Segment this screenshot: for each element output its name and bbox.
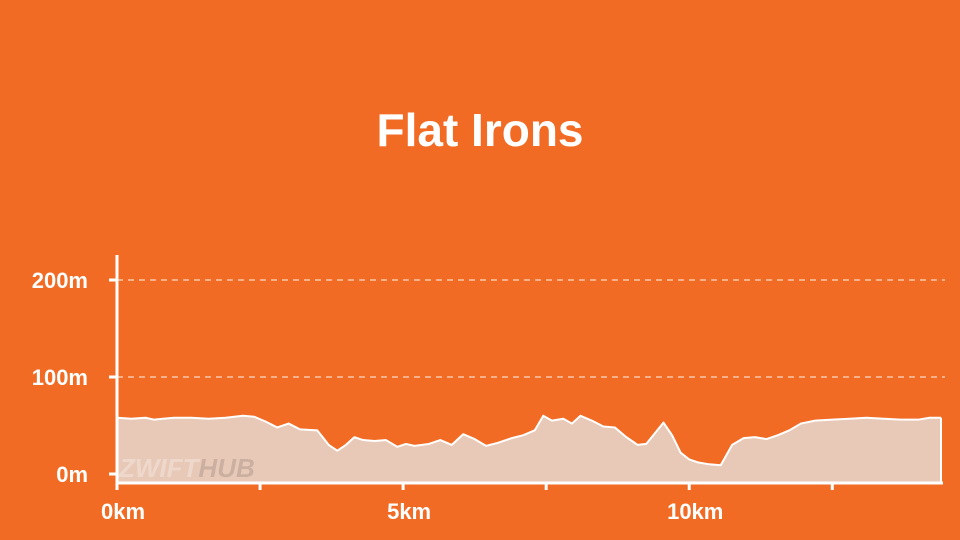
watermark-logo: ZWIFTHUB	[118, 453, 255, 483]
elevation-line	[116, 414, 941, 467]
y-tick-label-100: 100m	[32, 365, 88, 390]
x-tick-label-0: 0km	[101, 499, 145, 524]
watermark-hub: HUB	[198, 453, 254, 483]
watermark-zwift: ZWIFT	[118, 453, 201, 483]
tick-labels: 0m 100m 200m 0km 5km 10km	[32, 268, 724, 524]
elevation-area	[117, 415, 941, 483]
x-tick-label-5: 5km	[387, 499, 431, 524]
x-tick-label-10: 10km	[667, 499, 723, 524]
elevation-profile	[116, 414, 942, 483]
chart-title: Flat Irons	[376, 104, 584, 156]
gridlines	[117, 279, 945, 378]
svg-text:ZWIFTHUB: ZWIFTHUB	[118, 453, 255, 483]
axes	[109, 255, 943, 490]
y-tick-label-200: 200m	[32, 268, 88, 293]
y-tick-label-0: 0m	[56, 462, 88, 487]
